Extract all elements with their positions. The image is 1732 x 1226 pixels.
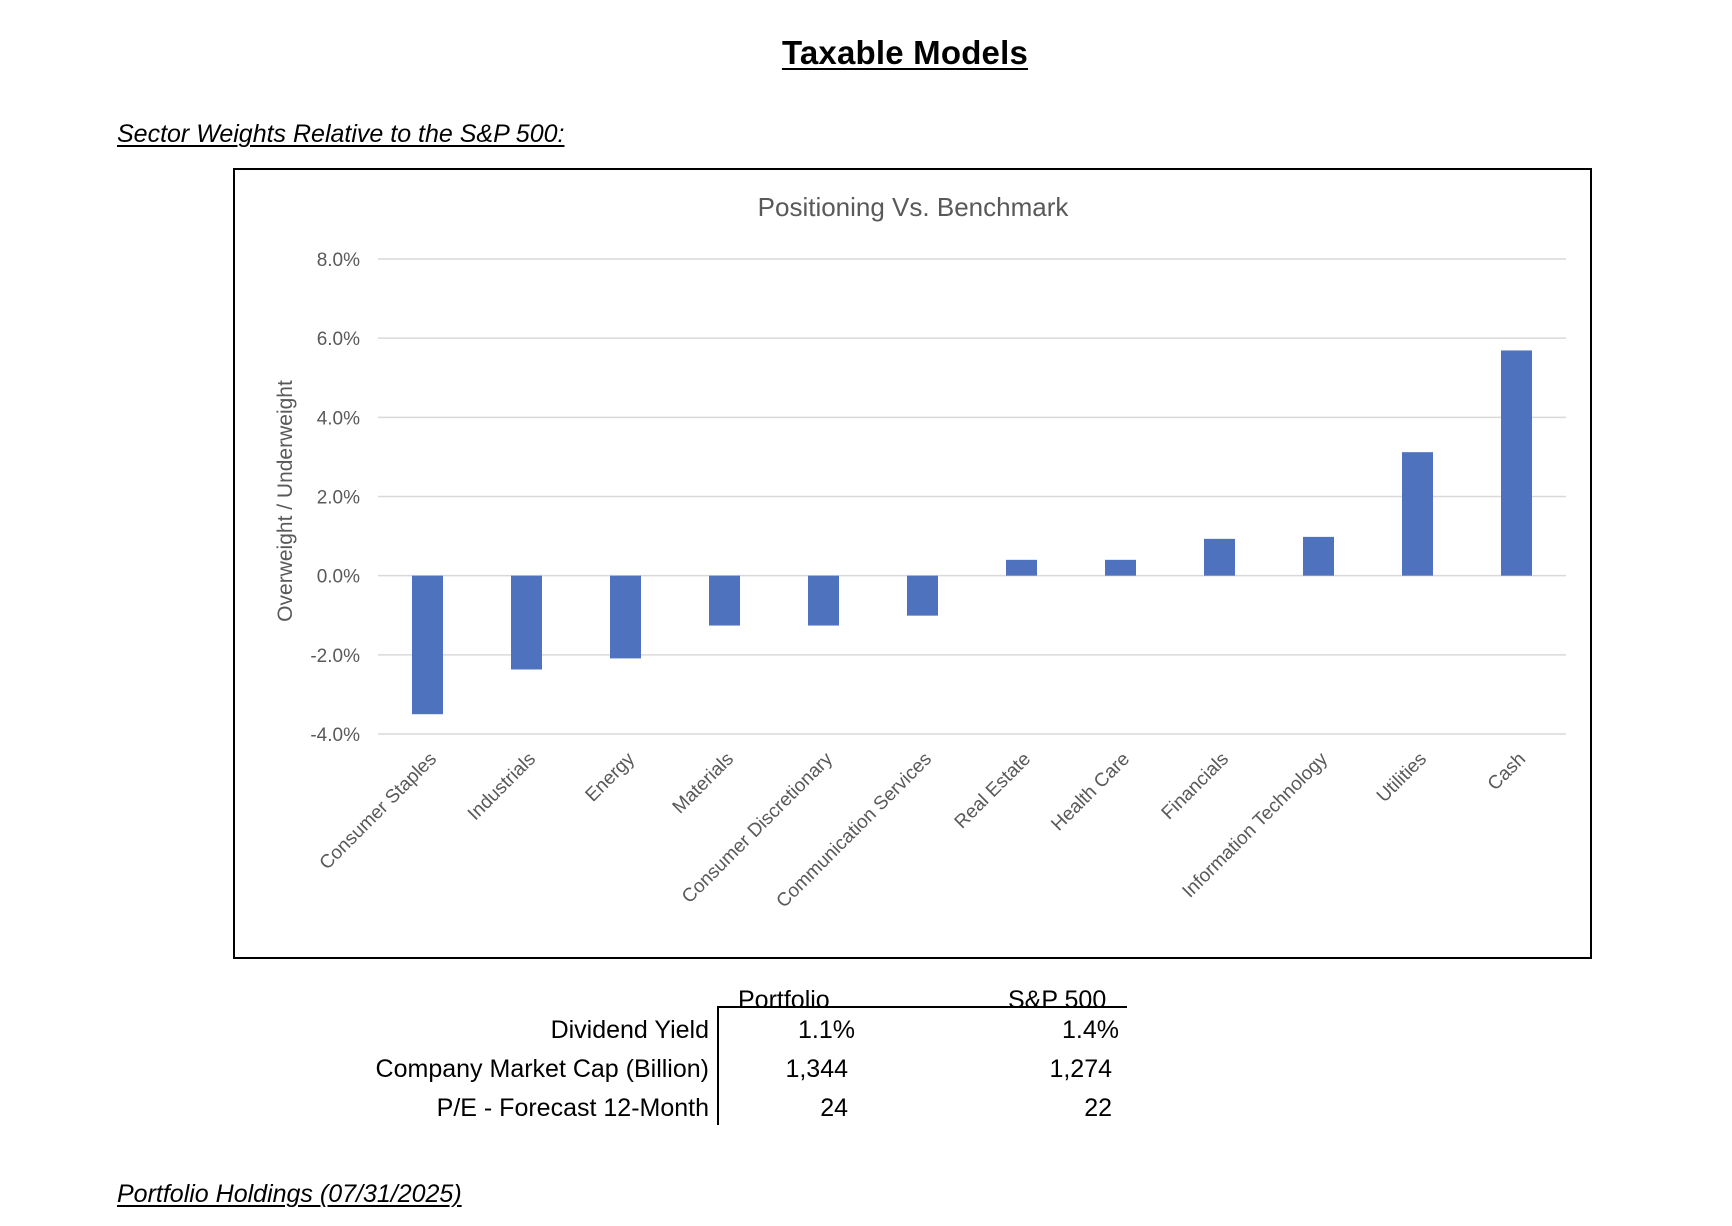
bar-energy (610, 575, 641, 659)
chart-title: Positioning Vs. Benchmark (758, 192, 1070, 222)
bar-communication-services (907, 575, 938, 616)
page-title: Taxable Models (0, 34, 1732, 72)
bar-consumer-discretionary (808, 575, 839, 626)
x-tick-label: Industrials (464, 749, 540, 825)
x-tick-label: Materials (669, 749, 738, 818)
x-axis-labels: Consumer Staples Industrials Energy Materia… (316, 748, 1530, 912)
y-axis-ticks: -4.0% -2.0% 0.0% 2.0% 4.0% 6.0% 8.0% (310, 250, 360, 746)
bar-real-estate (1006, 559, 1037, 576)
x-tick-label: Energy (582, 748, 640, 806)
x-tick-label: Consumer Staples (316, 749, 441, 874)
bar-health-care (1105, 559, 1136, 576)
page-title-text: Taxable Models (781, 34, 1029, 71)
bar-consumer-staples (412, 575, 443, 715)
bar-utilities (1402, 452, 1433, 576)
bar-financials (1204, 538, 1235, 576)
bars (412, 350, 1532, 715)
x-tick-label: Cash (1484, 749, 1530, 795)
y-tick-label: 6.0% (317, 329, 360, 350)
bar-industrials (511, 575, 542, 670)
x-tick-label: Utilities (1373, 749, 1431, 807)
chart-frame (233, 168, 1592, 959)
y-tick-label: 4.0% (317, 408, 360, 429)
x-tick-label: Real Estate (951, 749, 1035, 833)
y-tick-label: 8.0% (317, 250, 360, 271)
x-tick-label: Health Care (1047, 749, 1134, 836)
x-tick-label: Financials (1158, 749, 1233, 824)
section-heading-portfolio-holdings: Portfolio Holdings (07/31/2025) (117, 1180, 462, 1208)
y-tick-label: 2.0% (317, 488, 360, 509)
y-tick-label: 0.0% (317, 567, 360, 588)
gridlines (378, 258, 1566, 735)
y-tick-label: -4.0% (310, 725, 360, 746)
bar-materials (709, 575, 740, 626)
y-tick-label: -2.0% (310, 646, 360, 667)
bar-cash (1501, 350, 1532, 576)
section-heading-sector-weights: Sector Weights Relative to the S&P 500: (117, 120, 565, 148)
bar-information-technology (1303, 536, 1334, 576)
y-axis-label: Overweight / Underweight (274, 380, 297, 622)
